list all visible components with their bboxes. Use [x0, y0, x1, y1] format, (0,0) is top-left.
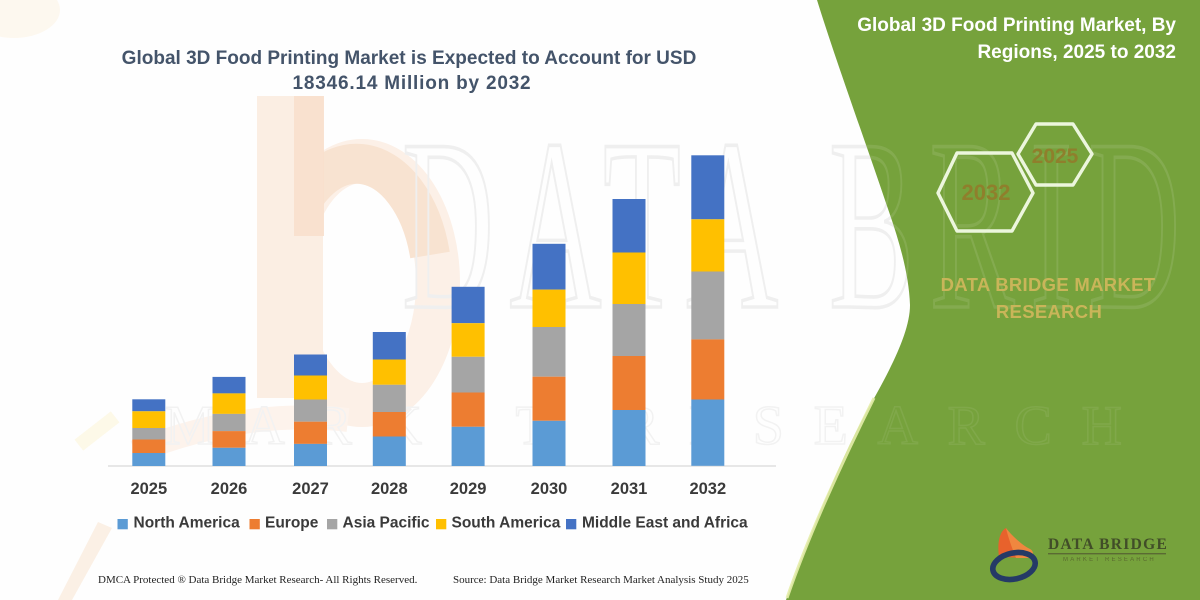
- svg-text:Europe: Europe: [265, 515, 319, 532]
- svg-text:Middle East and Africa: Middle East and Africa: [582, 515, 748, 532]
- svg-text:2027: 2027: [292, 480, 329, 498]
- svg-text:North America: North America: [134, 515, 241, 532]
- svg-text:2029: 2029: [450, 480, 487, 498]
- svg-text:2031: 2031: [611, 480, 648, 498]
- svg-text:Asia Pacific: Asia Pacific: [343, 515, 430, 532]
- svg-text:2032: 2032: [689, 480, 726, 498]
- svg-text:18346.14 Million by 2032: 18346.14 Million by 2032: [293, 73, 532, 94]
- svg-text:South America: South America: [452, 515, 561, 532]
- svg-text:2025: 2025: [130, 480, 167, 498]
- svg-text:Regions, 2025 to 2032: Regions, 2025 to 2032: [977, 42, 1176, 63]
- svg-text:MARKET RESEARCH: MARKET RESEARCH: [1063, 557, 1156, 563]
- svg-text:DATA BRIDGE MARKET: DATA BRIDGE MARKET: [941, 274, 1156, 295]
- svg-text:DATA BRIDGE: DATA BRIDGE: [1048, 536, 1168, 553]
- svg-text:2025: 2025: [1032, 145, 1079, 168]
- svg-text:2030: 2030: [531, 480, 568, 498]
- svg-text:RESEARCH: RESEARCH: [996, 301, 1102, 322]
- svg-text:Global 3D Food Printing Market: Global 3D Food Printing Market, By: [857, 15, 1176, 36]
- svg-text:Source: Data Bridge Market Res: Source: Data Bridge Market Research Mark…: [453, 574, 749, 586]
- svg-text:Global 3D Food Printing Market: Global 3D Food Printing Market is Expect…: [122, 48, 697, 69]
- svg-text:2028: 2028: [371, 480, 408, 498]
- svg-text:DMCA Protected ® Data Bridge M: DMCA Protected ® Data Bridge Market Rese…: [98, 574, 418, 586]
- svg-text:2032: 2032: [962, 180, 1011, 205]
- svg-text:2026: 2026: [211, 480, 248, 498]
